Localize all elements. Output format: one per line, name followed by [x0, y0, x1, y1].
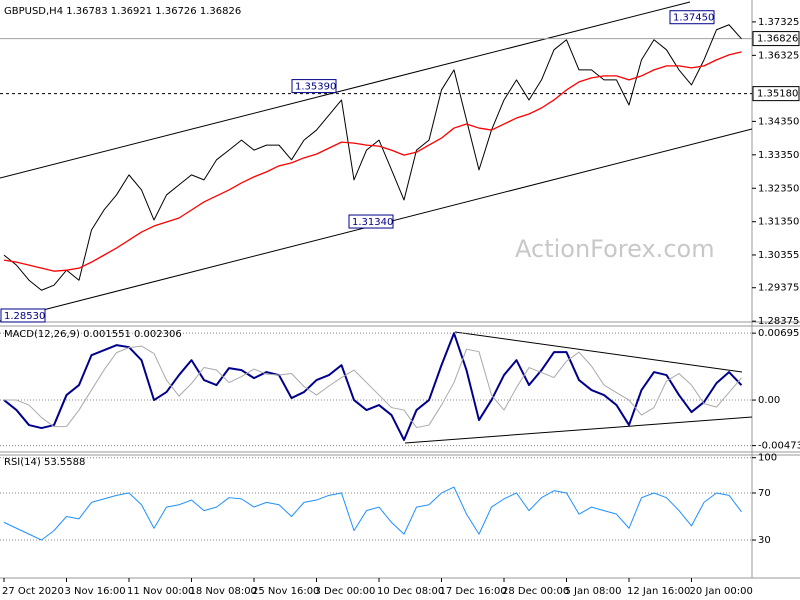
y-tick-label: 1.33350 — [758, 150, 799, 161]
y-tick-label: 1.37325 — [758, 17, 799, 28]
y-tick-label: 0.00 — [758, 395, 780, 406]
x-tick-label: 3 Nov 16:00 — [65, 586, 126, 597]
y-tick-label: -0.004736 — [758, 441, 800, 452]
y-tick-label: 1.32350 — [758, 183, 799, 194]
x-tick-label: 28 Dec 00:00 — [502, 586, 569, 597]
channel-line — [0, 1, 691, 179]
series-line — [3, 332, 743, 441]
y-tick-label: 1.36325 — [758, 50, 799, 61]
x-tick-label: 25 Nov 16:00 — [252, 586, 319, 597]
x-tick-label: 17 Dec 16:00 — [440, 586, 507, 597]
x-tick-label: 10 Dec 08:00 — [377, 586, 444, 597]
y-tick-label: 1.31350 — [758, 217, 799, 228]
annotation-box — [669, 10, 715, 25]
panel-title: RSI(14) 53.5588 — [4, 457, 85, 468]
annotation-box — [0, 308, 46, 323]
series-line — [3, 51, 742, 272]
panel-title: GBPUSD,H4 1.36783 1.36921 1.36726 1.3682… — [4, 6, 241, 17]
y-tick-label: 1.30355 — [758, 250, 799, 261]
y-tick-label: 0.006956 — [758, 328, 800, 339]
y-tick-label: 1.29375 — [758, 283, 799, 294]
x-tick-label: 20 Jan 00:00 — [690, 586, 753, 597]
series-line — [4, 345, 742, 429]
x-tick-label: 5 Jan 08:00 — [565, 586, 622, 597]
annotation-label: 1.28530 — [4, 311, 45, 322]
x-tick-label: 3 Dec 00:00 — [315, 586, 376, 597]
x-tick-label: 12 Jan 16:00 — [627, 586, 690, 597]
annotation-box — [348, 214, 394, 229]
annotation-label: 1.35390 — [295, 82, 336, 93]
macd-trend-line — [454, 331, 743, 373]
x-tick-label: 27 Oct 2020 — [2, 586, 64, 597]
watermark: ActionForex.com — [515, 235, 715, 263]
y-tick-label: 30 — [758, 535, 771, 546]
panel-title: MACD(12,26,9) 0.001551 0.002306 — [4, 329, 182, 340]
macd-trend-line — [404, 416, 753, 444]
price-label: 1.35180 — [757, 89, 798, 100]
annotation-label: 1.37450 — [673, 13, 714, 24]
y-tick-label: 100 — [758, 453, 777, 464]
annotation-label: 1.31340 — [352, 217, 393, 228]
y-tick-label: 70 — [758, 488, 771, 499]
y-tick-label: 1.34350 — [758, 116, 799, 127]
x-tick-label: 11 Nov 00:00 — [127, 586, 194, 597]
annotation-box — [291, 79, 337, 94]
x-tick-label: 18 Nov 08:00 — [190, 586, 257, 597]
y-tick-label: 1.28375 — [758, 316, 799, 327]
price-label-box — [752, 31, 800, 47]
price-label-box — [752, 86, 800, 102]
price-label: 1.36826 — [757, 34, 798, 45]
series-line — [3, 486, 742, 541]
